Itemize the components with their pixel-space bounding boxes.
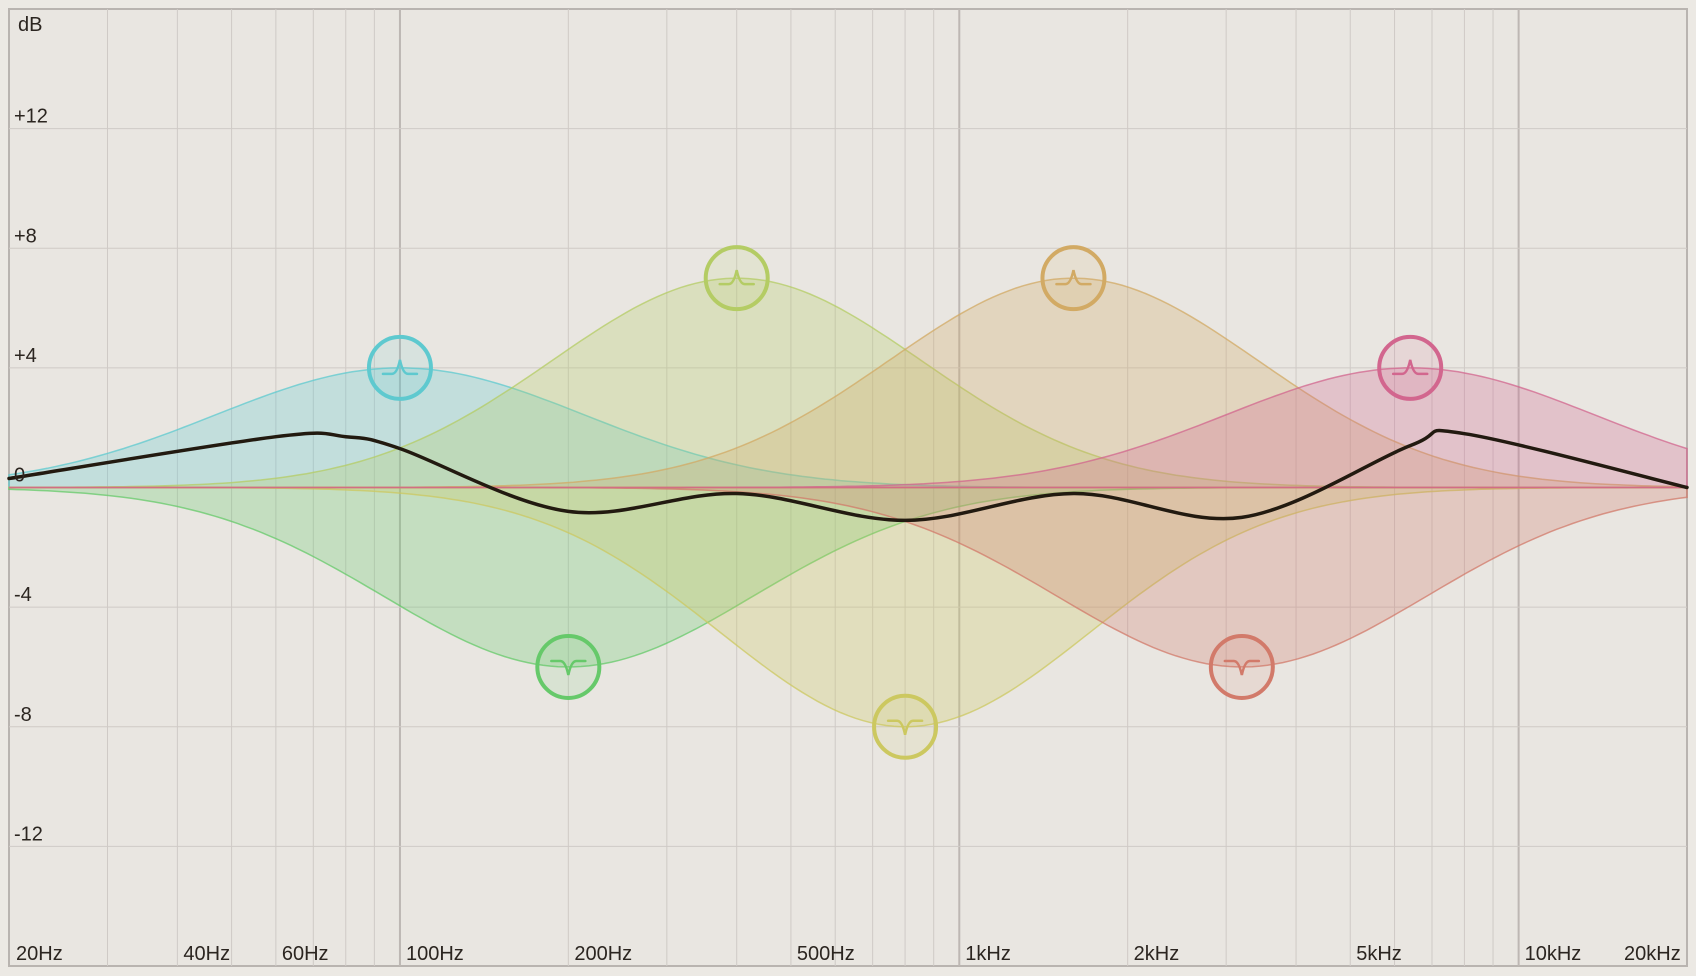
combined-response <box>7 428 1689 523</box>
x-tick-label: 20kHz <box>1624 943 1681 965</box>
x-tick-label: 100Hz <box>406 943 464 965</box>
bell-boost-icon <box>1055 269 1092 286</box>
band-4-handle-ring[interactable] <box>872 693 939 760</box>
bell-boost-icon <box>718 269 755 286</box>
band-3-handle-ring[interactable] <box>703 245 770 312</box>
bell-cut-icon <box>1223 659 1261 676</box>
band-response-fills <box>8 277 1688 728</box>
band-3-handle[interactable] <box>703 245 770 312</box>
bell-cut-icon <box>550 659 587 676</box>
band-handles[interactable] <box>366 245 1444 760</box>
band-5-handle-ring[interactable] <box>1040 245 1107 312</box>
band-1-handle[interactable] <box>366 334 433 401</box>
axis-labels: dB +12 +8 +4 0 -4 -8 -12 20Hz 40Hz 60Hz 100Hz 200Hz… <box>14 14 1681 965</box>
bell-boost-icon <box>1391 359 1429 376</box>
combined-eq-curve <box>7 428 1689 523</box>
y-tick-label: -8 <box>14 704 32 726</box>
band-4-response-area <box>9 486 1687 728</box>
y-tick-label: +12 <box>14 106 48 128</box>
bell-cut-icon <box>886 719 924 736</box>
x-tick-label: 2kHz <box>1134 943 1180 965</box>
x-tick-label: 200Hz <box>574 943 632 965</box>
band-1-handle-ring[interactable] <box>366 334 433 401</box>
x-tick-label: 10kHz <box>1525 943 1582 965</box>
y-tick-label: +4 <box>14 345 37 367</box>
y-tick-label: -12 <box>14 823 43 845</box>
band-7-handle-ring[interactable] <box>1377 334 1444 401</box>
x-tick-label: 1kHz <box>965 943 1011 965</box>
x-tick-label: 60Hz <box>282 943 329 965</box>
band-5-handle[interactable] <box>1040 245 1107 312</box>
y-tick-label: +8 <box>14 225 37 247</box>
band-6-handle[interactable] <box>1208 633 1275 700</box>
y-tick-label: 0 <box>14 465 25 487</box>
x-tick-label: 5kHz <box>1356 943 1402 965</box>
y-tick-label: -4 <box>14 584 32 606</box>
x-tick-label: 500Hz <box>797 943 855 965</box>
x-tick-label: 20Hz <box>16 943 63 965</box>
x-tick-label: 40Hz <box>183 943 230 965</box>
band-2-handle-ring[interactable] <box>535 633 602 700</box>
band-4-handle[interactable] <box>872 693 939 760</box>
band-7-handle[interactable] <box>1377 334 1444 401</box>
bell-boost-icon <box>381 359 419 376</box>
db-unit-label: dB <box>18 14 42 36</box>
band-2-handle[interactable] <box>535 633 602 700</box>
band-6-handle-ring[interactable] <box>1208 633 1275 700</box>
band-7-response-area <box>9 367 1688 489</box>
